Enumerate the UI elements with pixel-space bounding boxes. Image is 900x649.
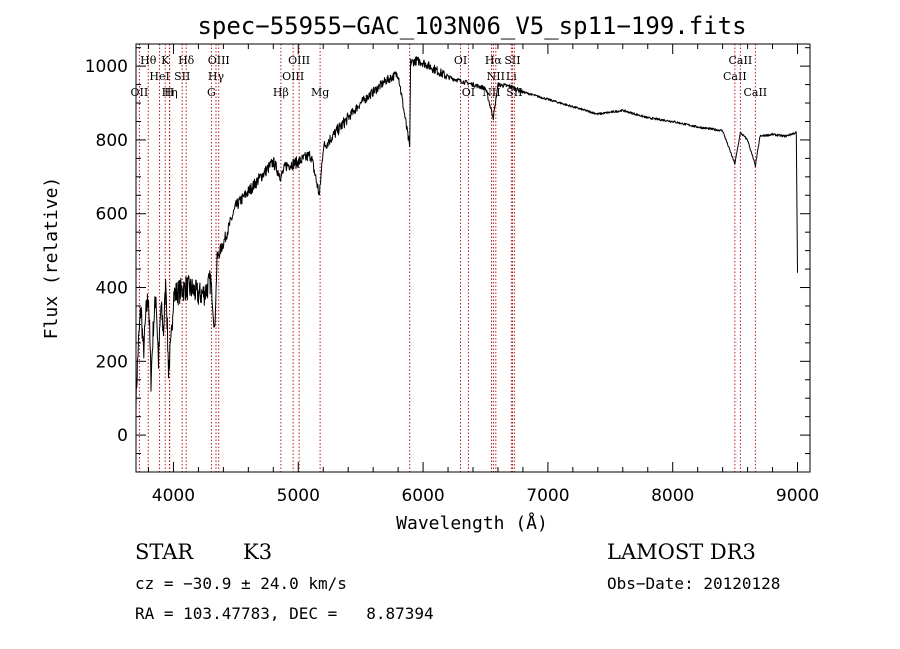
marker-label-11: Hβ [273, 86, 289, 99]
marker-label-24: CaII [723, 70, 747, 83]
x-tick-label: 8000 [651, 486, 694, 506]
marker-label-16: OI [454, 54, 467, 67]
marker-label-0: OII [131, 86, 149, 99]
y-tick-label: 600 [96, 205, 128, 225]
y-tick-label: 800 [96, 131, 128, 151]
marker-label-25: CaII [729, 54, 753, 67]
marker-label-26: CaII [743, 86, 767, 99]
marker-label-10: OIII [208, 54, 230, 67]
chart-title: spec−55955−GAC_103N06_V5_sp11−199.fits [197, 12, 746, 40]
marker-label-3: K [161, 54, 170, 67]
marker-label-14: Mg [311, 86, 329, 99]
spectrum-line-0 [135, 56, 798, 412]
y-tick-label: 1000 [85, 57, 128, 77]
marker-label-7: Hδ [178, 54, 195, 67]
object-subclass: K3 [243, 540, 273, 564]
x-axis-label: Wavelength (Å) [396, 512, 548, 534]
marker-label-2: HeI [149, 70, 169, 83]
obs-date-line: Obs−Date: 20120128 [607, 574, 781, 593]
marker-label-17: OI [462, 86, 475, 99]
spectral-line-markers: OII Hθ HeI K HηH SII Hδ G Hγ OIII Hβ OIII OIII Mg OI OI… [131, 44, 767, 472]
marker-label-4: Hη [162, 86, 178, 99]
x-tick-label: 7000 [526, 486, 569, 506]
x-tick-label: 4000 [152, 486, 195, 506]
y-tick-label: 200 [96, 352, 128, 372]
marker-label-19: Hα [485, 54, 503, 67]
coordinates-line: RA = 103.47783, DEC = 8.87394 [135, 604, 434, 623]
x-tick-label: 6000 [401, 486, 444, 506]
y-tick-label: 400 [96, 279, 128, 299]
marker-label-5: H [165, 86, 175, 99]
marker-label-12: OIII [282, 70, 304, 83]
marker-label-20: NII [487, 70, 505, 83]
survey-name: LAMOST DR3 [607, 540, 756, 564]
marker-label-22: SII [504, 54, 520, 67]
plot-axes: 4000 5000 6000 7000 8000 9000 0 200 400 600 800 100… [85, 43, 819, 506]
marker-label-9: Hγ [208, 70, 225, 83]
object-class: STAR [135, 540, 194, 564]
marker-label-6: SII [174, 70, 190, 83]
y-tick-label: 0 [117, 426, 128, 446]
spectrum-series [135, 56, 798, 412]
marker-label-8: G [207, 86, 216, 99]
x-tick-label: 9000 [776, 486, 819, 506]
x-tick-label: 5000 [277, 486, 320, 506]
plot-frame [135, 43, 811, 473]
marker-label-21: Li [506, 70, 517, 83]
y-axis-label: Flux (relative) [41, 177, 62, 340]
marker-label-1: Hθ [140, 54, 157, 67]
marker-label-13: OIII [288, 54, 310, 67]
redshift-line: cz = −30.9 ± 24.0 km/s [135, 574, 347, 593]
